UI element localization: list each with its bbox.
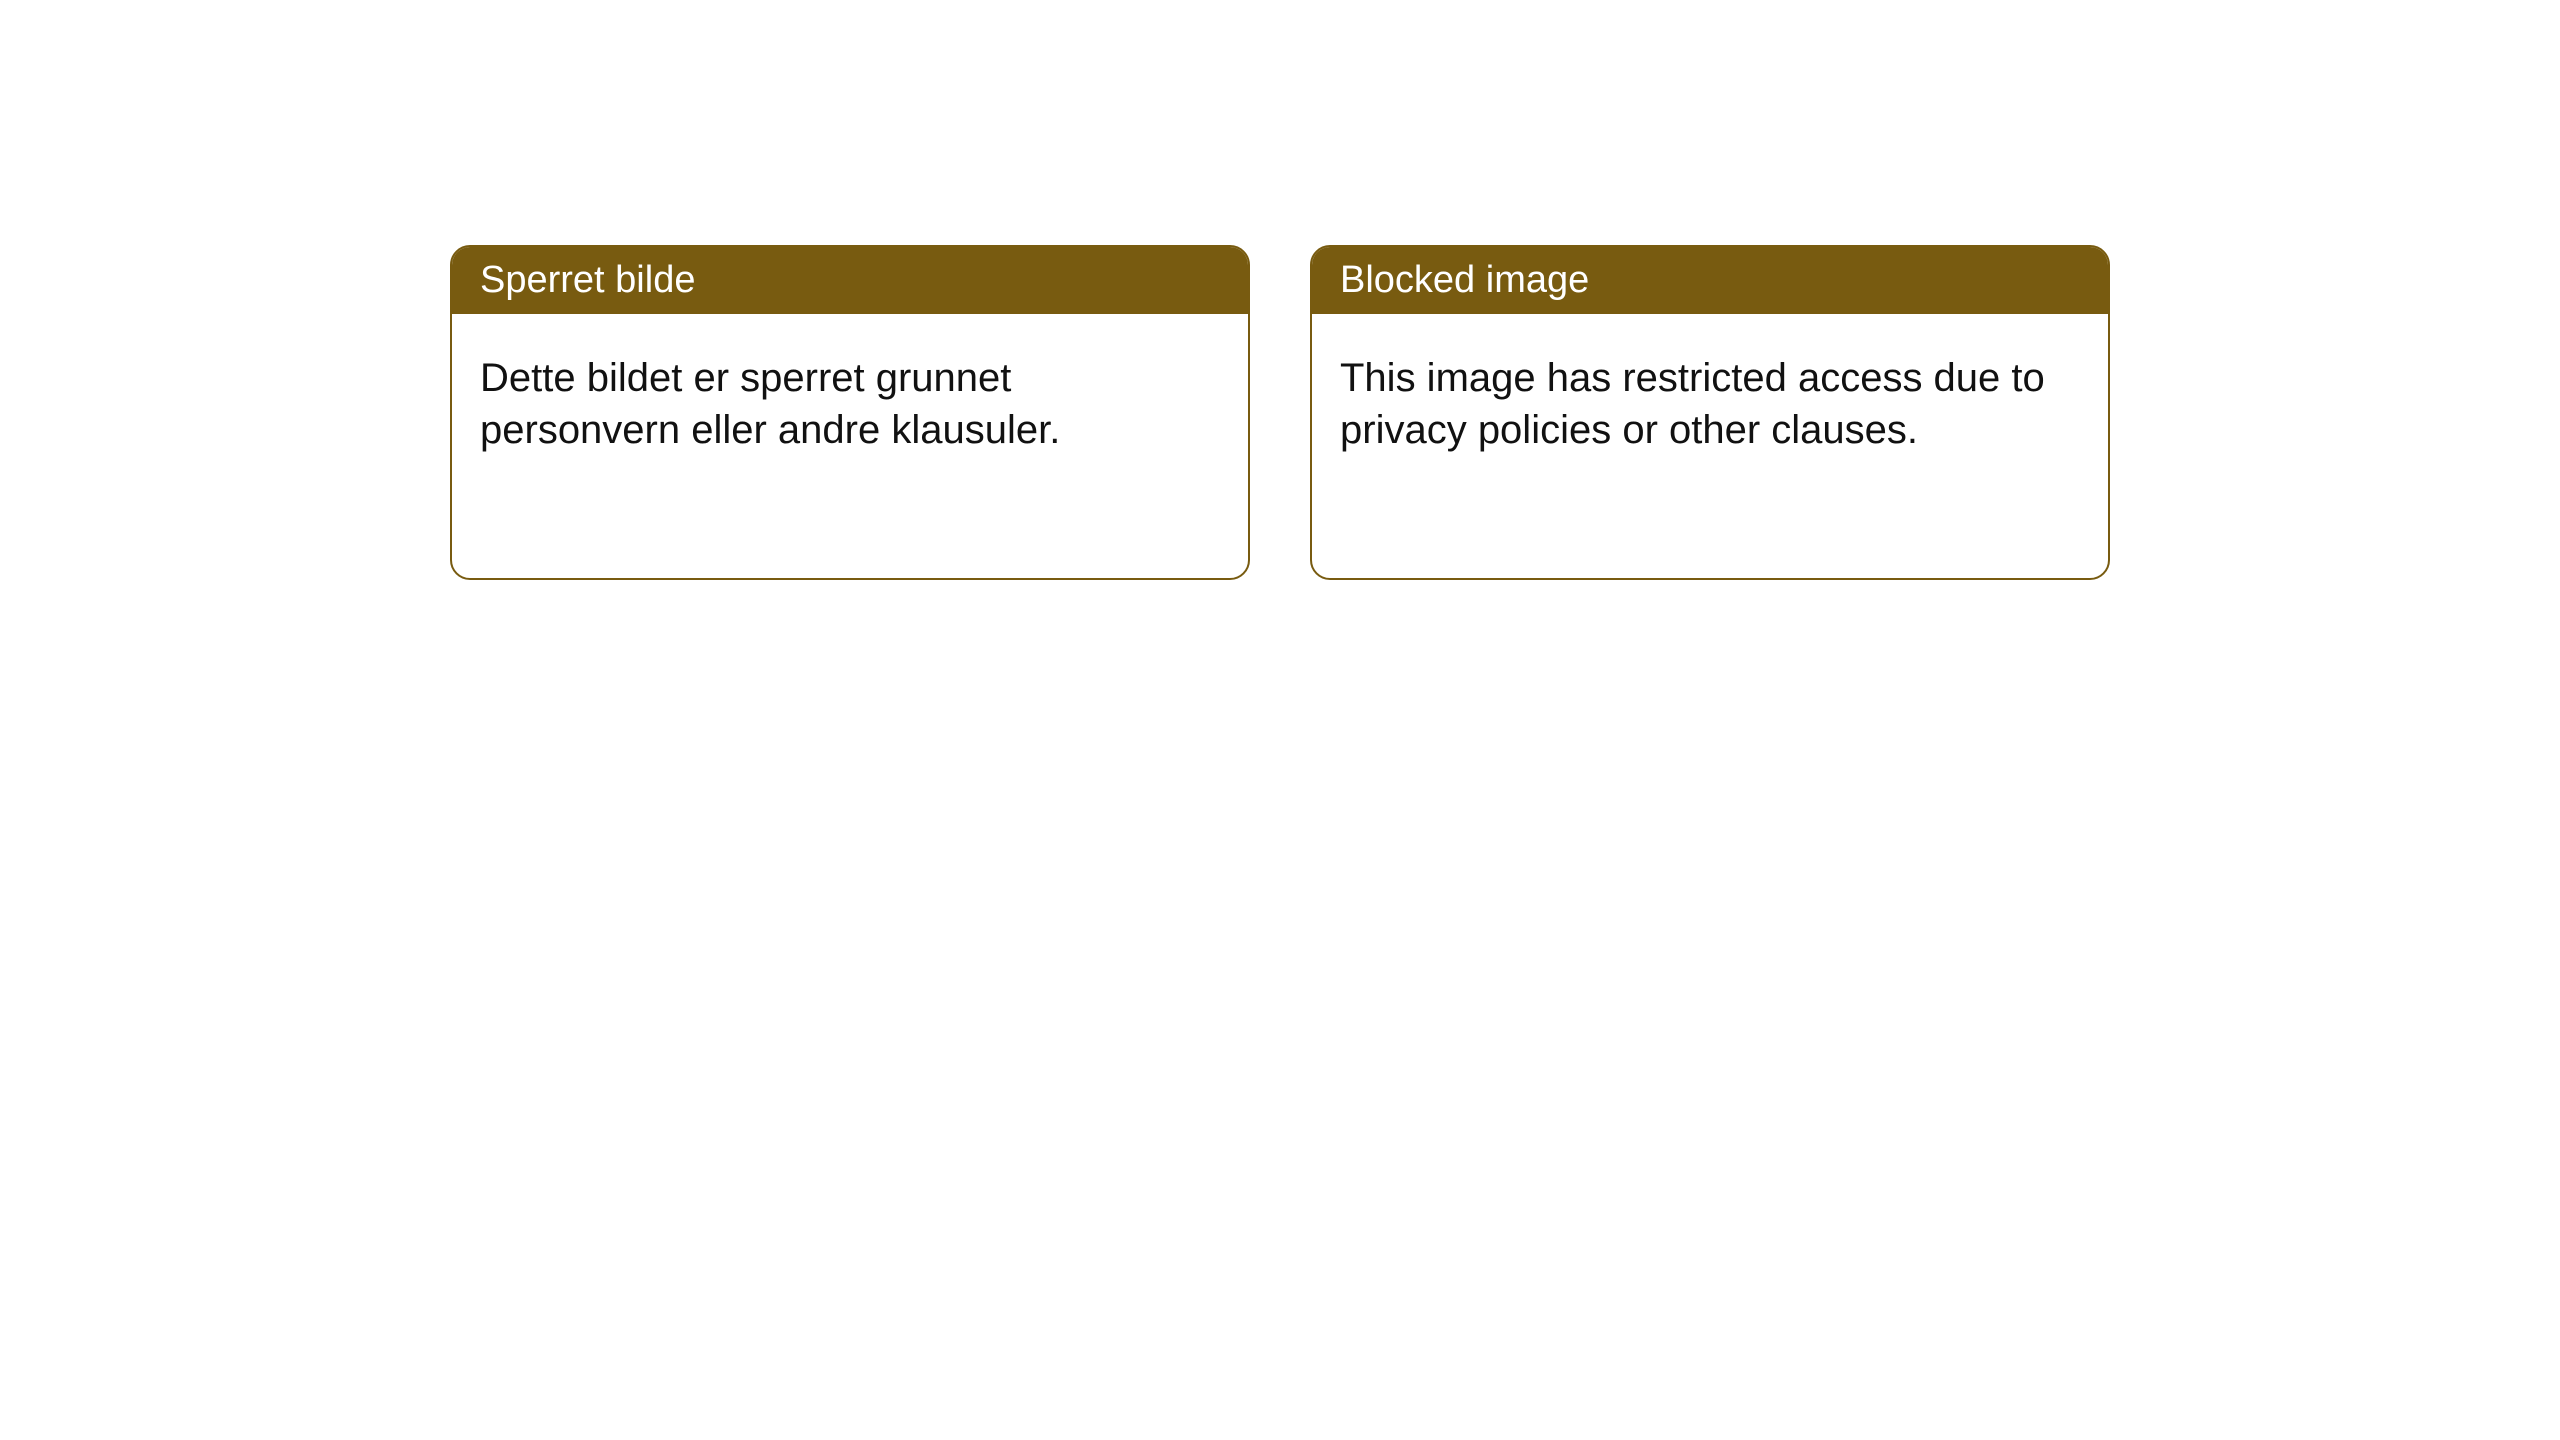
card-header: Blocked image [1312,247,2108,314]
card-title: Sperret bilde [480,259,695,301]
notice-container: Sperret bilde Dette bildet er sperret gr… [0,0,2560,580]
card-header: Sperret bilde [452,247,1248,314]
card-body: Dette bildet er sperret grunnet personve… [452,314,1248,494]
card-title: Blocked image [1340,259,1589,301]
card-body-text: Dette bildet er sperret grunnet personve… [480,356,1060,452]
card-body: This image has restricted access due to … [1312,314,2108,494]
notice-card-norwegian: Sperret bilde Dette bildet er sperret gr… [450,245,1250,580]
card-body-text: This image has restricted access due to … [1340,356,2045,452]
notice-card-english: Blocked image This image has restricted … [1310,245,2110,580]
